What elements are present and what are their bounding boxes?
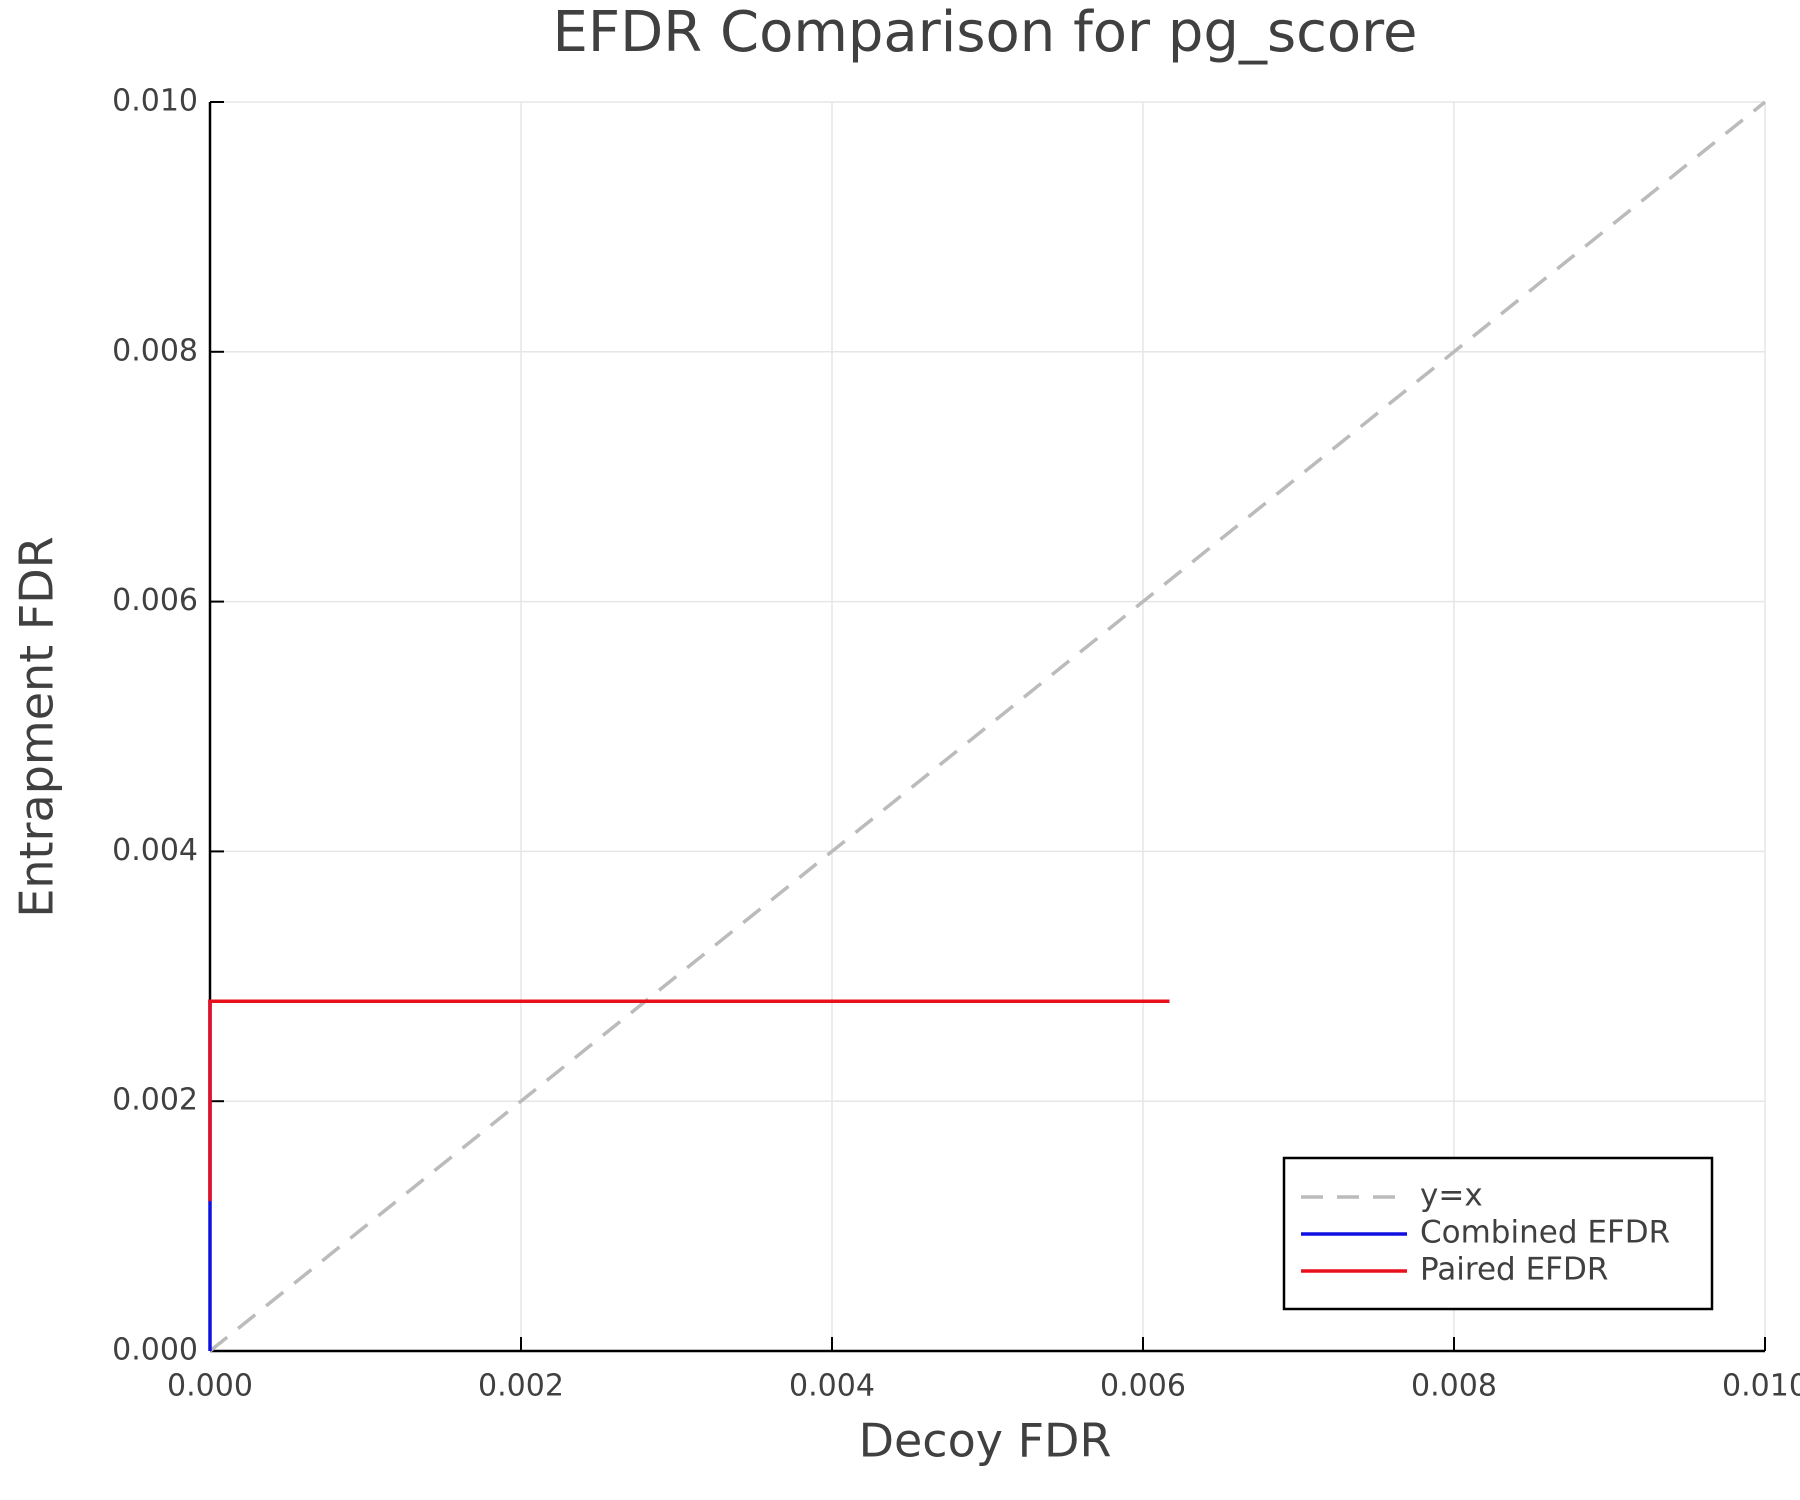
y-tick-label: 0.010	[112, 84, 198, 119]
x-tick-label: 0.006	[1100, 1369, 1186, 1404]
x-tick-label: 0.002	[478, 1369, 564, 1404]
legend-label: Combined EFDR	[1420, 1215, 1670, 1251]
series-line	[208, 999, 1170, 1202]
y-tick-label: 0.006	[112, 583, 198, 618]
y-axis-label: Entrapment FDR	[10, 536, 64, 917]
y-tick-label: 0.002	[112, 1083, 198, 1118]
x-axis-label: Decoy FDR	[859, 1414, 1112, 1468]
y-tick-label: 0.000	[112, 1333, 198, 1368]
y-tick-label: 0.004	[112, 833, 198, 868]
x-tick-label: 0.008	[1411, 1369, 1497, 1404]
y-tick-label: 0.008	[112, 333, 198, 368]
legend-label: Paired EFDR	[1420, 1252, 1608, 1288]
x-tick-label: 0.004	[789, 1369, 875, 1404]
series-line	[208, 100, 1767, 1353]
chart-title: EFDR Comparison for pg_score	[553, 0, 1418, 65]
x-tick-label: 0.000	[167, 1369, 253, 1404]
legend-label: y=x	[1420, 1178, 1483, 1214]
x-tick-label: 0.010	[1722, 1369, 1800, 1404]
